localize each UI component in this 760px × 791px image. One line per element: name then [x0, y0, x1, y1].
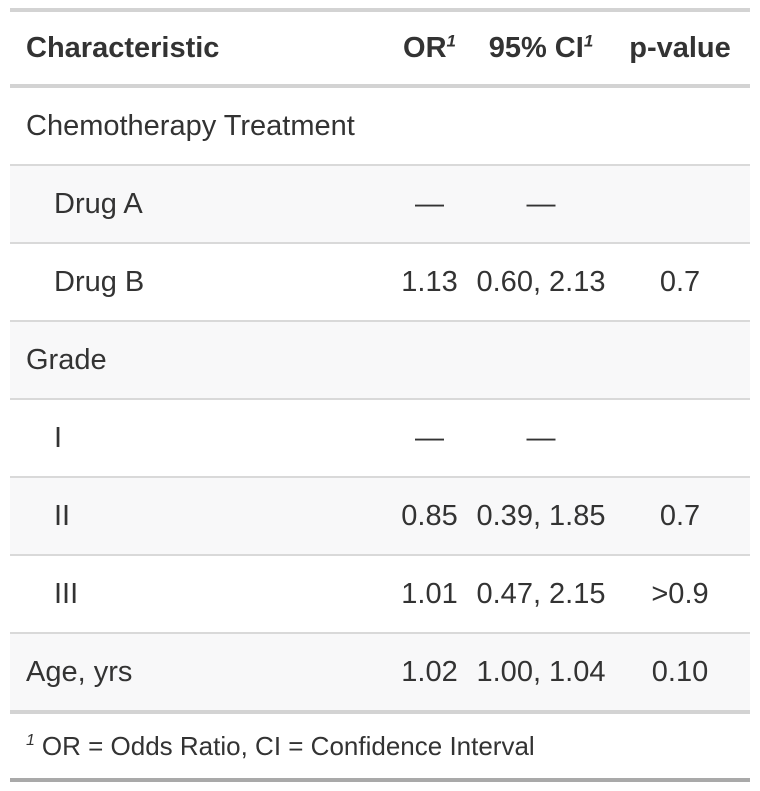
row-label: Chemotherapy Treatment: [10, 88, 387, 166]
column-header-or: OR1: [387, 12, 472, 88]
row-label: Drug A: [10, 166, 387, 244]
p-value: [610, 88, 750, 166]
p-value: 0.7: [610, 244, 750, 322]
p-value: 0.10: [610, 634, 750, 710]
p-value: 0.7: [610, 478, 750, 556]
column-header-characteristic: Characteristic: [10, 12, 387, 88]
column-header-characteristic-label: Characteristic: [26, 31, 220, 64]
table-row: Drug A — —: [10, 166, 750, 244]
ci-value: —: [472, 166, 610, 244]
row-label: Age, yrs: [10, 634, 387, 710]
or-value: —: [387, 400, 472, 478]
or-value: [387, 322, 472, 400]
p-value: [610, 322, 750, 400]
footnote-mark: 1: [446, 30, 456, 50]
footnote-mark: 1: [26, 731, 35, 749]
table-header: Characteristic OR1 95% CI1 p-value: [10, 12, 750, 88]
p-value: [610, 166, 750, 244]
row-label: I: [10, 400, 387, 478]
table-footer: 1 OR = Odds Ratio, CI = Confidence Interv…: [10, 710, 750, 778]
column-header-or-label: OR: [403, 31, 447, 64]
or-value: 0.85: [387, 478, 472, 556]
table-row: Age, yrs 1.02 1.00, 1.04 0.10: [10, 634, 750, 710]
table-row: Drug B 1.13 0.60, 2.13 0.7: [10, 244, 750, 322]
p-value: [610, 400, 750, 478]
row-label: Grade: [10, 322, 387, 400]
column-header-pvalue-label: p-value: [629, 31, 731, 64]
table-row: I — —: [10, 400, 750, 478]
column-header-ci-label: 95% CI: [488, 31, 584, 64]
table-row: III 1.01 0.47, 2.15 >0.9: [10, 556, 750, 634]
column-header-ci: 95% CI1: [472, 12, 610, 88]
footnote-mark: 1: [583, 30, 594, 50]
row-label: II: [10, 478, 387, 556]
footnote-text: OR = Odds Ratio, CI = Confidence Interva…: [41, 730, 535, 761]
ci-value: [472, 88, 610, 166]
ci-value: 0.47, 2.15: [472, 556, 610, 634]
p-value: >0.9: [610, 556, 750, 634]
row-label: III: [10, 556, 387, 634]
ci-value: [472, 322, 610, 400]
ci-value: 1.00, 1.04: [472, 634, 610, 710]
table-row: II 0.85 0.39, 1.85 0.7: [10, 478, 750, 556]
table-body: Chemotherapy Treatment Drug A — — Drug B 1.13…: [10, 88, 750, 710]
or-value: 1.13: [387, 244, 472, 322]
regression-summary-table: Characteristic OR1 95% CI1 p-value Chemo…: [10, 8, 750, 782]
table-row: Grade: [10, 322, 750, 400]
or-value: 1.01: [387, 556, 472, 634]
ci-value: 0.39, 1.85: [472, 478, 610, 556]
table-row: Chemotherapy Treatment: [10, 88, 750, 166]
or-value: 1.02: [387, 634, 472, 710]
or-value: [387, 88, 472, 166]
footnote-row: 1 OR = Odds Ratio, CI = Confidence Interv…: [10, 710, 750, 778]
column-header-pvalue: p-value: [610, 12, 750, 88]
or-value: —: [387, 166, 472, 244]
header-row: Characteristic OR1 95% CI1 p-value: [10, 12, 750, 88]
ci-value: —: [472, 400, 610, 478]
row-label: Drug B: [10, 244, 387, 322]
ci-value: 0.60, 2.13: [472, 244, 610, 322]
footnote-cell: 1 OR = Odds Ratio, CI = Confidence Interv…: [10, 710, 750, 778]
